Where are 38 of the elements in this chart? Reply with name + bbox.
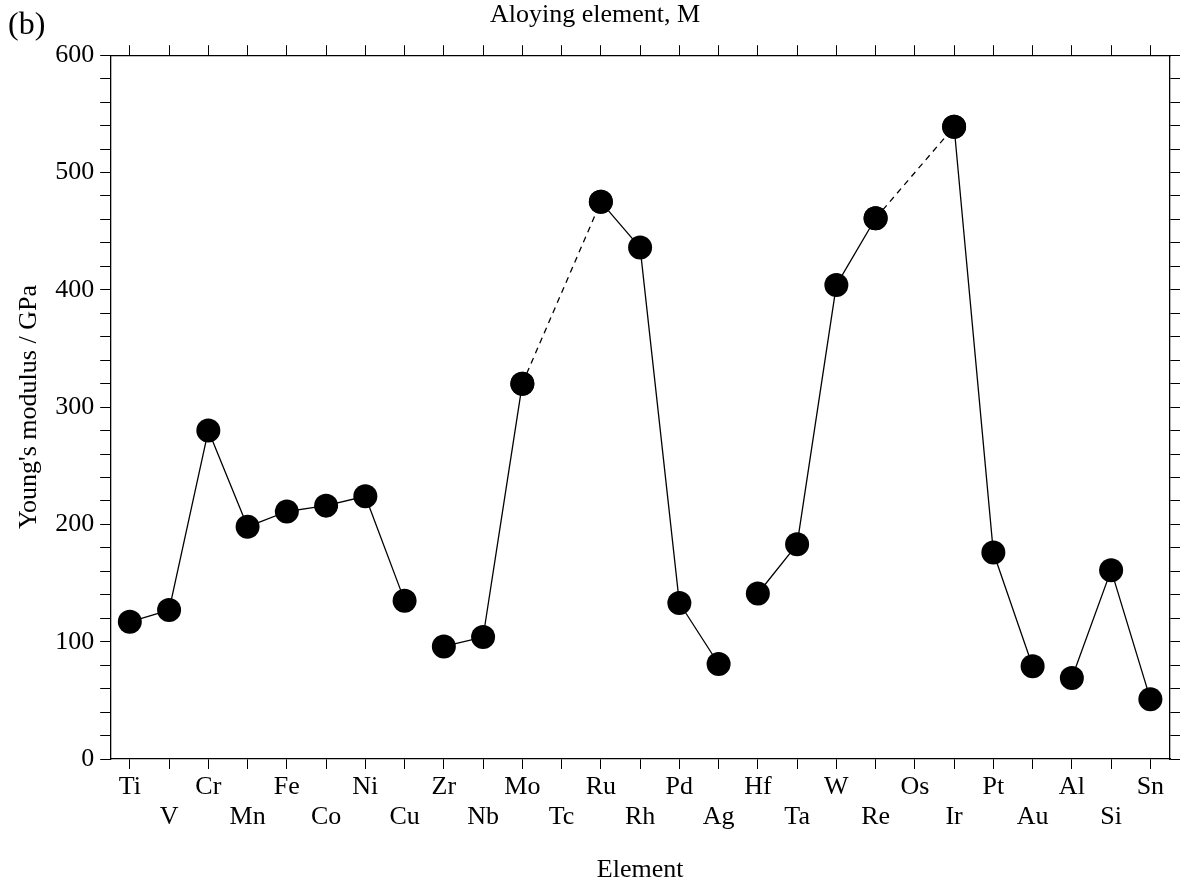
x-tick-label: Tc [548, 800, 575, 830]
x-tick-label: Au [1016, 800, 1049, 830]
x-tick-label: Fe [273, 770, 300, 800]
y-tick-label: 600 [55, 39, 95, 69]
x-tick-label: Ta [784, 800, 811, 830]
x-tick-label: Re [861, 800, 891, 830]
x-axis-title: Element [596, 854, 685, 884]
x-tick-label: Nb [467, 800, 499, 830]
y-axis-title: Young's modulus / GPa [13, 284, 43, 530]
x-tick-label: Ni [352, 770, 379, 800]
text: (b) [8, 5, 46, 42]
y-tick-label: 400 [55, 273, 95, 303]
chart-title: Aloying element, M [489, 0, 701, 29]
x-tick-label: Cu [389, 800, 420, 830]
x-tick-label: Sn [1136, 770, 1165, 800]
y-tick-label: 500 [55, 156, 95, 186]
x-tick-label: Al [1058, 770, 1085, 800]
x-tick-label: Ir [945, 800, 964, 830]
x-tick-label: Ti [118, 770, 141, 800]
x-tick-label: Mo [504, 770, 541, 800]
y-tick-label: 100 [55, 625, 95, 655]
x-tick-label: Si [1100, 800, 1122, 830]
x-tick-label: Mn [229, 800, 266, 830]
y-tick-label: 300 [55, 390, 95, 420]
y-tick-label: 0 [81, 742, 95, 772]
x-tick-label: W [824, 770, 850, 800]
x-tick-label: Ag [702, 800, 735, 830]
x-tick-label: Co [310, 800, 342, 830]
x-tick-label: Rh [624, 800, 656, 830]
y-tick-label: 200 [55, 508, 95, 538]
x-tick-label: Cr [195, 770, 222, 800]
x-tick-label: Os [900, 770, 930, 800]
x-tick-label: Pd [665, 770, 694, 800]
x-tick-label: Pt [982, 770, 1005, 800]
x-tick-label: V [159, 800, 179, 830]
x-tick-label: Ru [585, 770, 617, 800]
x-tick-label: Hf [744, 770, 772, 800]
x-tick-label: Zr [431, 770, 457, 800]
